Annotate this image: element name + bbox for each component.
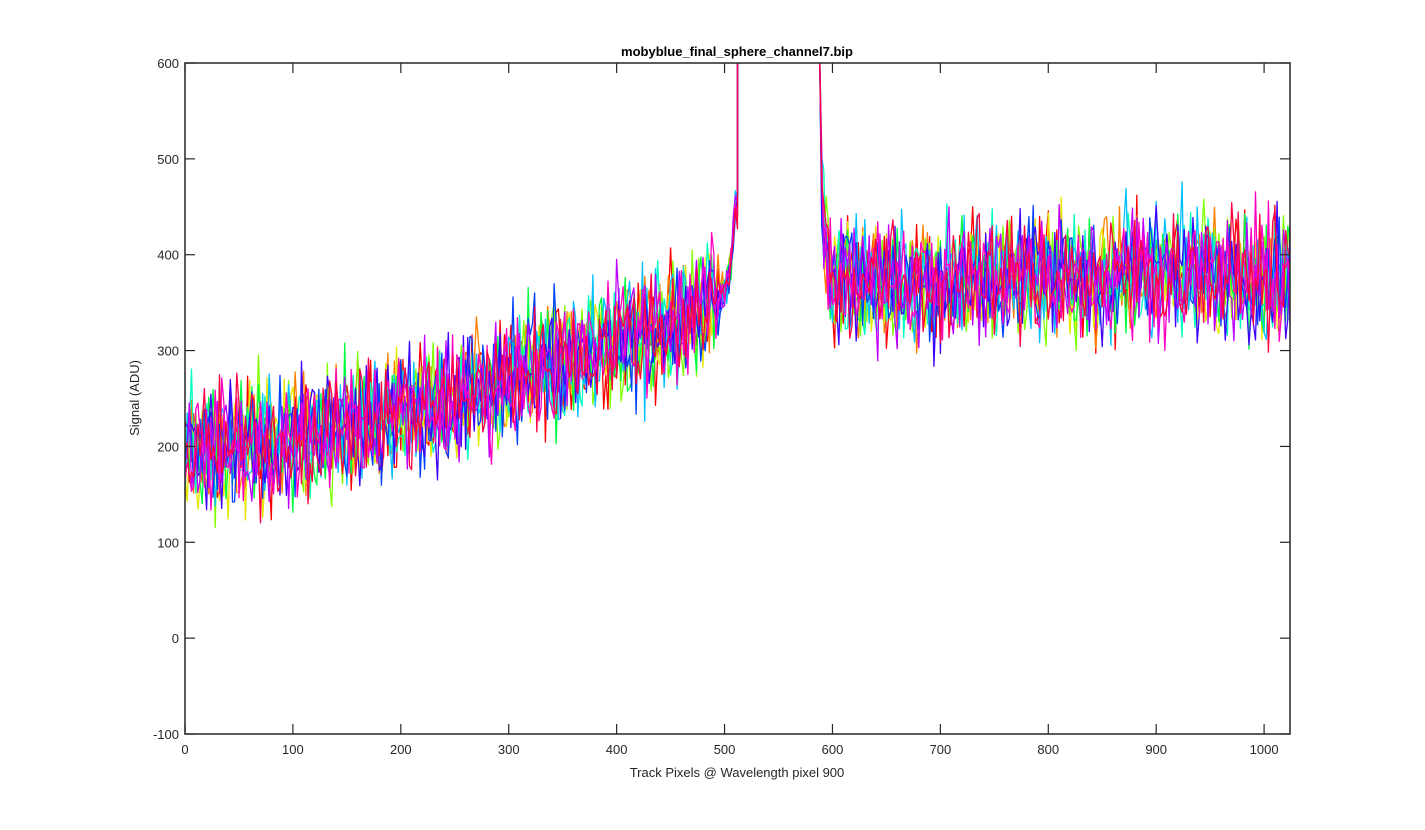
x-tick-label: 800 <box>1037 742 1059 757</box>
series-layer <box>185 63 1290 529</box>
y-tick-label: 400 <box>157 248 179 263</box>
y-tick-label: 200 <box>157 439 179 454</box>
y-tick-label: 600 <box>157 56 179 71</box>
x-tick-label: 0 <box>181 742 188 757</box>
x-tick-label: 1000 <box>1250 742 1279 757</box>
axes-layer: 0 100 200 300 400 500 600 700 800 900 1000-1000100… <box>153 56 1291 757</box>
x-tick-label: 500 <box>714 742 736 757</box>
y-tick-label: 300 <box>157 344 179 359</box>
x-tick-label: 600 <box>822 742 844 757</box>
x-tick-label: 400 <box>606 742 628 757</box>
series-line-12-left <box>185 63 739 524</box>
chart-title: mobyblue_final_sphere_channel7.bip <box>621 44 853 59</box>
y-tick-label: 500 <box>157 152 179 167</box>
x-axis-title: Track Pixels @ Wavelength pixel 900 <box>630 765 845 780</box>
series-line-11-left <box>185 63 739 511</box>
x-tick-label: 100 <box>282 742 304 757</box>
plot-frame <box>184 62 1291 735</box>
y-tick-label: 100 <box>157 535 179 550</box>
y-tick-label: 0 <box>172 631 179 646</box>
y-tick-label: -100 <box>153 727 179 742</box>
x-tick-label: 300 <box>498 742 520 757</box>
series-line-11-right <box>819 63 1290 351</box>
x-tick-label: 900 <box>1145 742 1167 757</box>
x-tick-label: 700 <box>930 742 952 757</box>
series-line-12-right <box>819 63 1290 353</box>
x-tick-label: 200 <box>390 742 412 757</box>
y-axis-title: Signal (ADU) <box>127 360 142 436</box>
